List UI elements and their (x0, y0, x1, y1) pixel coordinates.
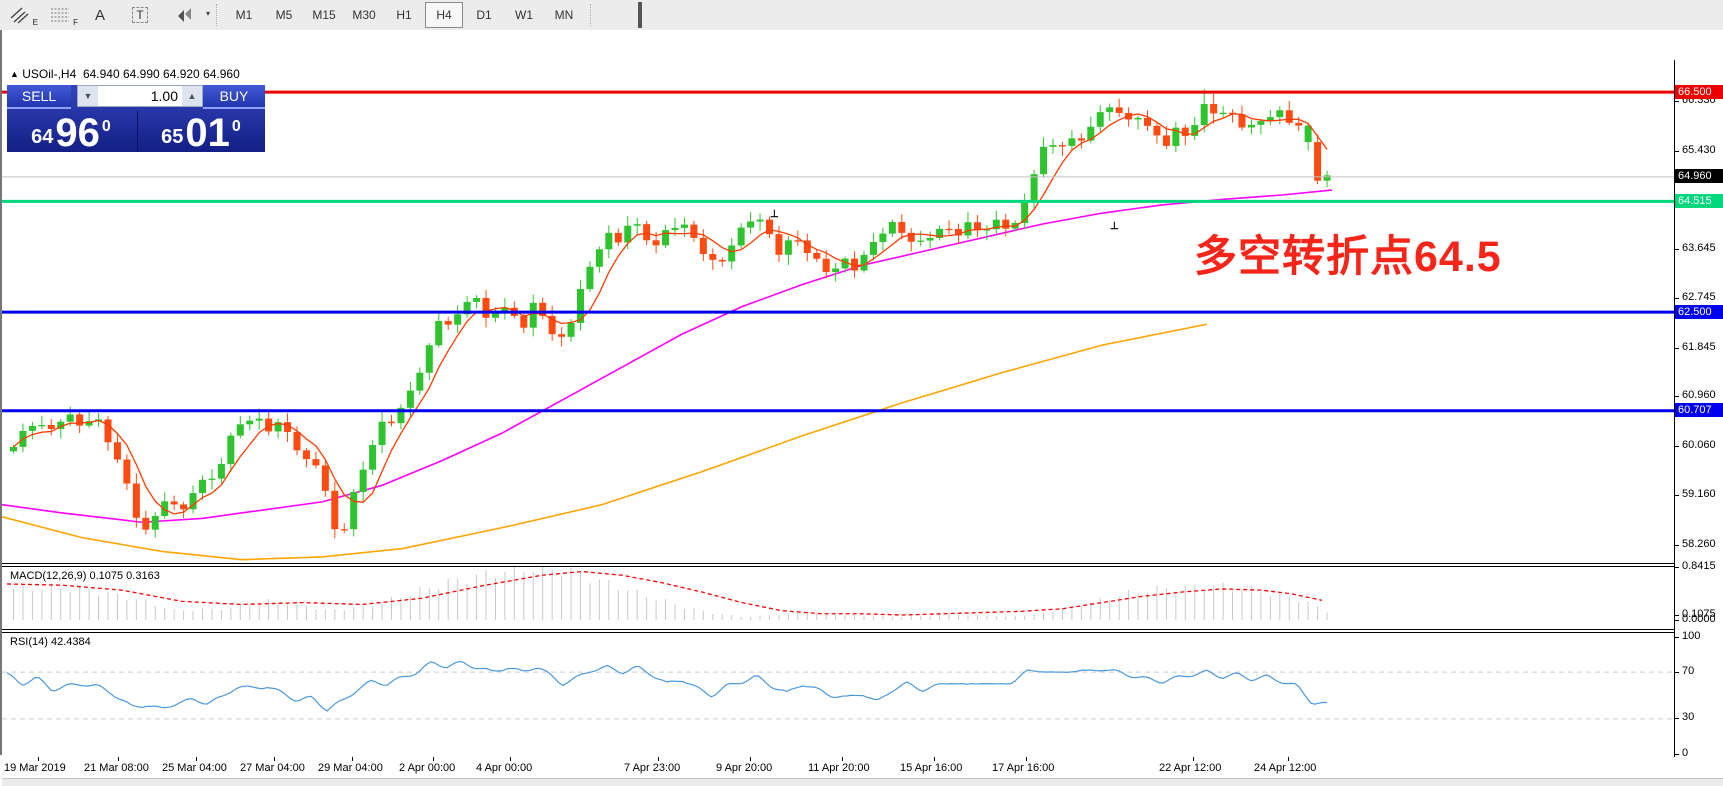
trade-mark-icon: ⊥ (1110, 221, 1119, 232)
date-label: 25 Mar 04:00 (162, 762, 227, 774)
price-divider (137, 111, 138, 151)
price-badge: 64.515 (1675, 194, 1723, 208)
price-tick: 63.645 (1682, 242, 1716, 254)
date-tick (196, 757, 197, 761)
timeframe-buttons: M1 M5 M15 M30 H1 H4 D1 W1 MN (224, 2, 584, 28)
date-label: 29 Mar 04:00 (318, 762, 383, 774)
date-tick (750, 757, 751, 761)
timeframe-button-m15[interactable]: M15 (312, 8, 336, 22)
macd-label: MACD(12,26,9) 0.1075 0.3163 (10, 570, 160, 582)
date-label: 15 Apr 16:00 (900, 762, 963, 774)
ohlc-values: 64.940 64.990 64.920 64.960 (82, 67, 240, 81)
rsi-tick: 70 (1682, 665, 1695, 677)
date-tick (1026, 757, 1027, 761)
trade-mark-icon: ⊥ (770, 209, 779, 220)
rsi-label: RSI(14) 42.4384 (10, 636, 91, 648)
chart-window: ▲ USOil-,H4 64.940 64.990 64.920 64.960 … (0, 30, 1723, 786)
timeframe-button-m5[interactable]: M5 (275, 8, 293, 22)
panel-divider[interactable] (2, 632, 1674, 633)
price-tick: 58.260 (1682, 538, 1716, 550)
date-label: 19 Mar 2019 (4, 762, 66, 774)
panel-divider[interactable] (2, 566, 1674, 567)
price-tick: 60.960 (1682, 389, 1716, 401)
date-label: 17 Apr 16:00 (992, 762, 1055, 774)
symbol-label: USOil-,H4 (22, 67, 77, 81)
date-tick (842, 757, 843, 761)
price-tick: 59.160 (1682, 488, 1716, 500)
collapse-arrow-icon[interactable]: ▲ (10, 69, 19, 79)
date-label: 22 Apr 12:00 (1159, 762, 1222, 774)
macd-current-value: 0.1075 (1682, 608, 1716, 620)
arrows-tool-icon[interactable]: ▾ (161, 4, 210, 26)
timeframe-button-h1[interactable]: H1 (396, 8, 412, 22)
date-tick (1193, 757, 1194, 761)
annotation-text: 多空转折点64.5 (1194, 233, 1502, 281)
price-tick: 61.845 (1682, 341, 1716, 353)
toolbar-separator (216, 4, 218, 26)
volume-value[interactable]: 1.00 (150, 88, 178, 104)
buy-button[interactable]: BUY (203, 85, 265, 109)
date-tick (1288, 757, 1289, 761)
panel-divider[interactable] (2, 563, 1674, 564)
date-label: 2 Apr 00:00 (399, 762, 456, 774)
timeframe-button-d1[interactable]: D1 (476, 8, 492, 22)
chevron-down-icon: ▾ (205, 9, 210, 18)
volume-decrease-button[interactable]: ▼ (78, 86, 98, 106)
rsi-tick: 30 (1682, 711, 1695, 723)
date-tick (934, 757, 935, 761)
rsi-tick: 100 (1682, 630, 1701, 642)
date-tick (510, 757, 511, 761)
status-strip (2, 778, 1723, 786)
date-label: 7 Apr 23:00 (624, 762, 681, 774)
date-label: 11 Apr 20:00 (808, 762, 870, 774)
date-tick (658, 757, 659, 761)
price-badge: 66.500 (1675, 85, 1723, 99)
price-badge: 64.960 (1675, 169, 1723, 183)
volume-increase-button[interactable]: ▲ (182, 86, 202, 106)
window-splitter[interactable] (638, 2, 642, 28)
buy-price[interactable]: 65 01 0 (161, 111, 241, 155)
price-tick: 65.430 (1682, 144, 1716, 156)
equidistant-channel-icon[interactable]: E (1, 4, 39, 27)
time-axis[interactable]: 19 Mar 2019 21 Mar 08:00 25 Mar 04:00 27 Ma… (2, 757, 1723, 778)
date-tick (38, 757, 39, 761)
macd-tick: 0.8415 (1682, 560, 1716, 572)
panel-divider[interactable] (2, 629, 1674, 630)
date-label: 4 Apr 00:00 (476, 762, 533, 774)
sell-button[interactable]: SELL (7, 85, 71, 109)
volume-spinner: ▼ 1.00 ▲ (77, 85, 203, 107)
macd-tick: 0.0000 (1682, 613, 1716, 625)
chart-title: ▲ USOil-,H4 64.940 64.990 64.920 64.960 (10, 67, 240, 81)
price-badge: 62.500 (1675, 305, 1723, 319)
price-axis-line (1674, 60, 1675, 757)
timeframe-button-h4[interactable]: H4 (425, 2, 463, 28)
one-click-trading-panel: SELL ▼ 1.00 ▲ BUY 64 96 0 65 01 0 (7, 85, 265, 155)
date-label: 9 Apr 20:00 (716, 762, 773, 774)
timeframe-button-mn[interactable]: MN (554, 8, 574, 22)
text-label-icon[interactable]: A (94, 6, 105, 24)
price-chart[interactable] (2, 60, 1674, 563)
toolbar: E F A T ▾ M1 M5 M15 M30 H1 H4 D1 W1 MN (0, 0, 1723, 31)
timeframe-button-m1[interactable]: M1 (235, 8, 253, 22)
date-label: 27 Mar 04:00 (240, 762, 305, 774)
timeframe-button-w1[interactable]: W1 (515, 8, 533, 22)
toolbar-separator (590, 4, 592, 26)
timeframe-button-m30[interactable]: M30 (352, 8, 376, 22)
date-label: 21 Mar 08:00 (84, 762, 149, 774)
text-box-icon[interactable]: T (121, 2, 159, 28)
price-tick: 62.745 (1682, 291, 1716, 303)
date-tick (274, 757, 275, 761)
rsi-chart[interactable] (2, 633, 1674, 757)
date-tick (352, 757, 353, 761)
date-label: 24 Apr 12:00 (1254, 762, 1317, 774)
date-tick (433, 757, 434, 761)
fibonacci-icon[interactable]: F (51, 8, 78, 27)
date-tick (118, 757, 119, 761)
macd-chart[interactable] (2, 567, 1674, 629)
price-tick: 60.060 (1682, 439, 1716, 451)
price-badge: 60.707 (1675, 403, 1723, 417)
rsi-tick: 0 (1682, 747, 1689, 759)
sell-price[interactable]: 64 96 0 (31, 111, 111, 155)
